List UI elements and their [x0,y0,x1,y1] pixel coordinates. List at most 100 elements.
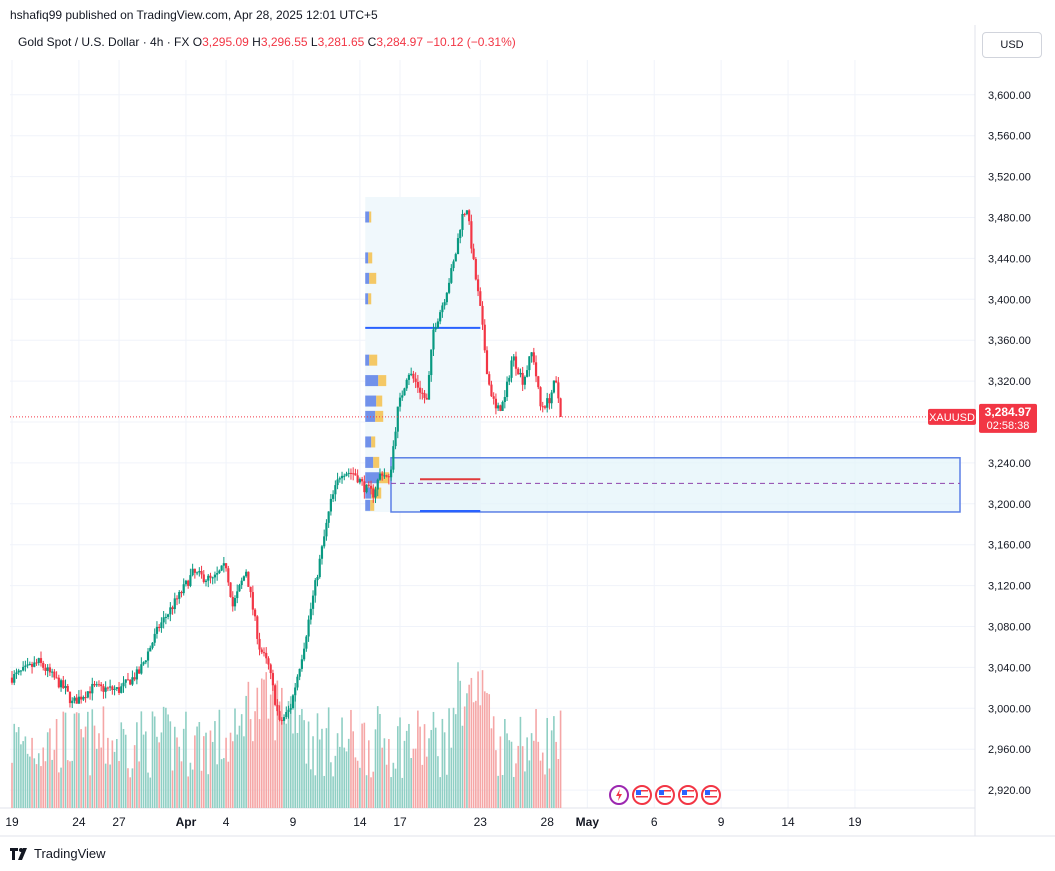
volume-bar [31,737,33,808]
change-value: −10.12 (−0.31%) [426,35,516,49]
time-axis[interactable]: 19 24 27 Apr 4 9 14 17 23 28 May 6 9 14 19 [5,815,862,829]
volume-bar [160,732,163,808]
candle-body [39,658,43,663]
volume-bar [283,724,285,808]
price-axis[interactable]: 2,920.00 2,960.00 3,000.00 3,040.00 3,080.00… [988,90,1031,797]
volume-bar [98,733,100,808]
candle-body [59,680,63,688]
volume-bar [58,772,60,808]
profile-bar-blue [365,472,380,484]
price-tick-label: 3,440.00 [988,253,1031,265]
volume-bar [104,763,107,808]
open-label: O [192,35,203,49]
bolt-event-icon[interactable] [609,785,629,805]
volume-bar [180,761,183,808]
us-flag-icon[interactable] [632,785,652,805]
profile-bar-blue [365,499,371,511]
candle-body [512,356,515,361]
candle-body [164,616,167,618]
volume-bar [236,734,239,808]
volume-bar [131,768,134,808]
candle-body [109,686,112,688]
volume-bar [153,716,156,808]
volume-bar [294,695,297,808]
volume-bar [381,747,383,808]
volume-bar [20,744,22,808]
candle-body [298,668,301,677]
volume-bar [276,680,279,808]
candle-body [303,648,306,660]
volume-bar [13,723,16,808]
volume-bar [231,741,234,808]
volume-bar [399,717,401,808]
volume-bar [492,716,495,808]
candle-body [307,619,310,637]
volume-bar [414,748,417,808]
volume-bar [557,758,560,808]
volume-bar [211,741,214,808]
volume-bar [129,777,131,808]
volume-bar [383,738,386,808]
candle-body [318,558,321,578]
volume-bar [443,732,446,808]
volume-bar [218,709,221,808]
volume-bar [430,729,433,808]
volume-bar [207,774,210,808]
candle-body [405,379,408,389]
flag-canton [705,790,710,795]
candle-body [285,711,288,718]
candle-body [77,696,80,704]
tradingview-brand: TradingView [10,846,106,861]
volume-bar [113,751,116,808]
volume-bar [118,761,120,808]
candle-body [48,667,52,673]
candle-body [24,665,27,667]
candle-body [30,663,34,667]
volume-bar [448,708,450,808]
candle-body [37,658,40,663]
volume-bar [354,757,357,808]
volume-bar [401,777,404,808]
volume-bar [475,700,477,808]
candle-body [376,479,379,490]
volume-bar [417,710,419,808]
high-label: H [252,35,261,49]
candle-body [249,586,252,593]
us-flag-icon[interactable] [701,785,721,805]
candle-body [468,210,471,222]
candle-body [517,368,520,375]
volume-bar [169,721,172,808]
candle-body [19,670,23,672]
candle-body [488,374,491,385]
candle-body [42,662,45,668]
time-tick-label: May [576,815,600,829]
us-flag-icon[interactable] [678,785,698,805]
candle-body [247,571,250,587]
volume-bar [116,738,118,808]
candle-body [347,472,350,474]
volume-bar [240,714,243,808]
volume-bar [73,713,76,808]
volume-bar [341,717,343,808]
currency-button[interactable]: USD [982,32,1042,58]
candle-body [142,662,145,665]
candle-body [213,574,217,578]
ticker-tag-label: XAUUSD [929,412,975,424]
profile-bar-blue [365,410,376,422]
volume-bar [178,746,181,808]
volume-bar [171,770,174,808]
candle-body [294,687,297,696]
flag-icon-ring [678,785,698,805]
flag-icon-ring [655,785,675,805]
us-flag-icon[interactable] [655,785,675,805]
grid-lines [10,60,975,808]
volume-bar [334,755,337,808]
price-tick-label: 3,200.00 [988,499,1031,511]
flag-stripe [636,799,648,801]
demand-zone-rectangle[interactable] [390,457,961,513]
candle-body [345,473,348,476]
volume-bar [265,672,268,808]
time-tick-label: 9 [290,815,297,829]
economic-events[interactable] [609,785,721,805]
